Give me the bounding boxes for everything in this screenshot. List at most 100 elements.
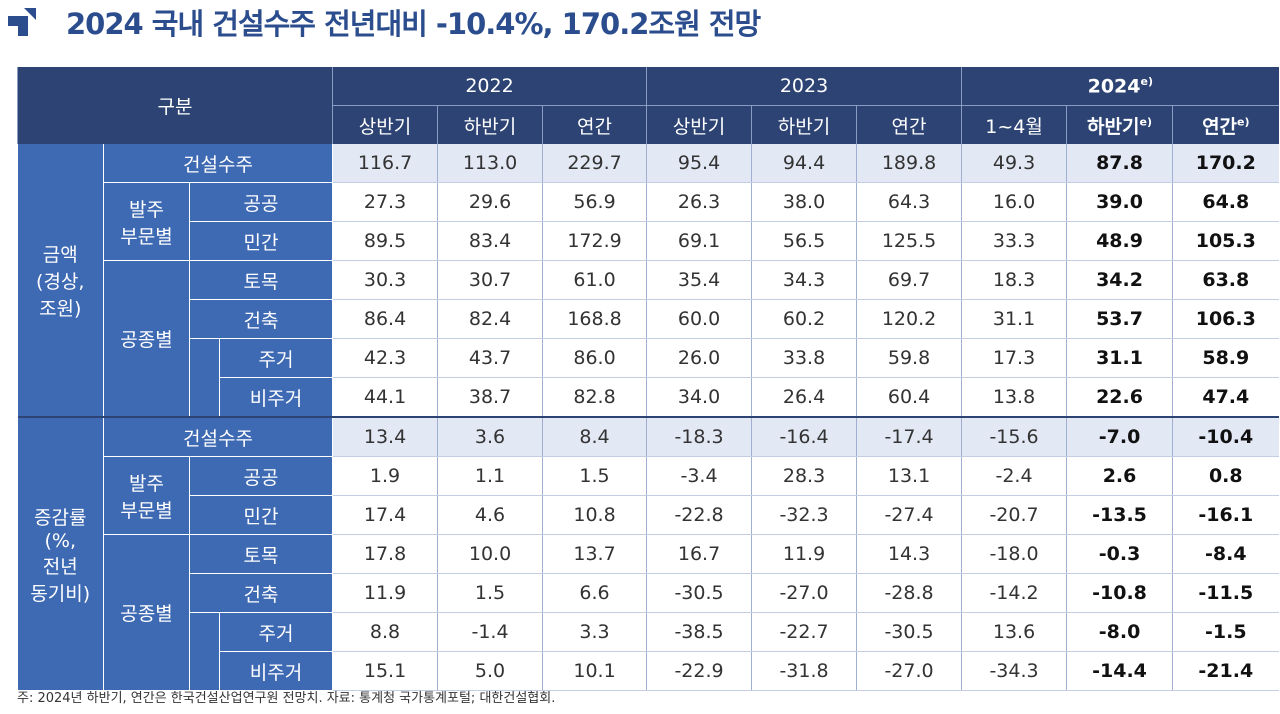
value-cell: 168.8	[542, 299, 647, 339]
value-cell: -16.1	[1172, 495, 1279, 535]
value-cell: 2.6	[1066, 456, 1173, 496]
value-cell: -1.5	[1172, 612, 1279, 652]
value-cell: 8.8	[332, 612, 438, 652]
value-cell: 116.7	[332, 144, 438, 183]
value-cell: -14.4	[1066, 651, 1173, 691]
value-cell: 10.0	[437, 534, 543, 574]
table-row: 민간 89.5 83.4 172.9 69.1 56.5 125.5 33.3 48.9 105.…	[18, 221, 1279, 261]
row-label: 건설수주	[103, 416, 334, 457]
value-cell: 29.6	[437, 182, 543, 222]
value-cell: 60.0	[646, 299, 752, 339]
value-cell: 69.1	[646, 221, 752, 261]
value-cell: 3.6	[437, 416, 543, 457]
value-cell: 38.7	[437, 377, 543, 418]
header-corner: 구분	[16, 67, 333, 144]
value-cell: 16.0	[961, 182, 1067, 222]
header-row-years: 구분 2022 2023 2024e)	[16, 67, 1279, 144]
table-row: 주거 8.8 -1.4 3.3 -38.5 -22.7 -30.5 13.6 -8.0 -1.5	[18, 612, 1279, 691]
value-cell: -27.0	[856, 651, 962, 691]
value-cell: 39.0	[1066, 182, 1173, 222]
value-cell: 10.8	[542, 495, 647, 535]
value-cell: 31.1	[1066, 338, 1173, 378]
header-period: 1~4월	[961, 105, 1067, 144]
value-cell: -30.5	[856, 612, 962, 652]
row-label: 공공	[189, 456, 334, 496]
value-cell: -13.5	[1066, 495, 1173, 535]
value-cell: -18.0	[961, 534, 1067, 574]
value-cell: 48.9	[1066, 221, 1173, 261]
value-cell: 64.3	[856, 182, 962, 222]
value-cell: 0.8	[1172, 456, 1279, 496]
value-cell: 1.5	[437, 573, 543, 613]
group-label: 발주 부문별	[103, 182, 190, 261]
value-cell: 229.7	[542, 144, 647, 183]
header-year: 2024e)	[961, 67, 1279, 106]
row-label: 토목	[189, 260, 334, 300]
page-title: 2024 국내 건설수주 전년대비 -10.4%, 170.2조원 전망	[66, 7, 761, 41]
value-cell: 22.6	[1066, 377, 1173, 418]
value-cell: -8.0	[1066, 612, 1173, 652]
value-cell: 34.3	[751, 260, 857, 300]
value-cell: 38.0	[751, 182, 857, 222]
table-row: 증감률 (%, 전년 동기비) 건설수주 13.4 3.6 8.4 -18.3 -16.4 -17.…	[17, 416, 1279, 691]
value-cell: -27.4	[856, 495, 962, 535]
value-cell: -22.9	[646, 651, 752, 691]
value-cell: -2.4	[961, 456, 1067, 496]
construction-orders-table: 구분 2022 2023 2024e) 상반기 하반기 연간 상반기 하반기 연간 1~4월 하반기e…	[16, 67, 1279, 691]
header-period: 연간	[856, 105, 962, 144]
value-cell: -8.4	[1172, 534, 1279, 574]
value-cell: 34.0	[646, 377, 752, 418]
table-row: 비주거 15.1 5.0 10.1 -22.9 -31.8 -27.0 -34.3 -14.4-…	[18, 651, 1279, 691]
value-cell: -3.4	[646, 456, 752, 496]
value-cell: -21.4	[1172, 651, 1279, 691]
value-cell: -28.8	[856, 573, 962, 613]
value-cell: 17.3	[961, 338, 1067, 378]
value-cell: 1.1	[437, 456, 543, 496]
value-cell: 6.6	[542, 573, 647, 613]
value-cell: 60.4	[856, 377, 962, 418]
value-cell: -11.5	[1172, 573, 1279, 613]
value-cell: 83.4	[437, 221, 543, 261]
value-cell: 17.8	[332, 534, 438, 574]
value-cell: -20.7	[961, 495, 1067, 535]
value-cell: -10.8	[1066, 573, 1173, 613]
value-cell: -0.3	[1066, 534, 1173, 574]
table-row: 발주 부문별 공공 27.3 29.6 56.9 26.3 38.0 64.3 16.0 39.0 6…	[18, 182, 1279, 261]
value-cell: 17.4	[332, 495, 438, 535]
value-cell: -16.4	[751, 416, 857, 457]
indent-spacer	[189, 338, 220, 418]
row-label: 비주거	[219, 651, 334, 691]
value-cell: 43.7	[437, 338, 543, 378]
value-cell: -34.3	[961, 651, 1067, 691]
value-cell: 13.8	[961, 377, 1067, 418]
value-cell: 61.0	[542, 260, 647, 300]
value-cell: 95.4	[646, 144, 752, 183]
value-cell: 26.4	[751, 377, 857, 418]
row-label: 토목	[189, 534, 334, 574]
value-cell: 87.8	[1066, 144, 1173, 183]
value-cell: 18.3	[961, 260, 1067, 300]
value-cell: 120.2	[856, 299, 962, 339]
value-cell: -10.4	[1172, 416, 1279, 457]
value-cell: -22.7	[751, 612, 857, 652]
group-label: 공종별	[103, 534, 190, 691]
value-cell: 94.4	[751, 144, 857, 183]
row-label: 건축	[189, 299, 334, 339]
table-row: 비주거 44.1 38.7 82.8 34.0 26.4 60.4 13.8 22.6 47.4	[18, 377, 1279, 418]
value-cell: 30.3	[332, 260, 438, 300]
value-cell: 56.9	[542, 182, 647, 222]
value-cell: 4.6	[437, 495, 543, 535]
value-cell: 11.9	[751, 534, 857, 574]
value-cell: 82.8	[542, 377, 647, 418]
section-label: 증감률 (%, 전년 동기비)	[17, 416, 104, 691]
value-cell: 172.9	[542, 221, 647, 261]
value-cell: 13.7	[542, 534, 647, 574]
value-cell: 13.4	[332, 416, 438, 457]
value-cell: -1.4	[437, 612, 543, 652]
row-label: 공공	[189, 182, 334, 222]
table-row: 주거 42.3 43.7 86.0 26.0 33.8 59.8 17.3 31.1 58.9	[18, 338, 1279, 418]
value-cell: 34.2	[1066, 260, 1173, 300]
value-cell: 13.1	[856, 456, 962, 496]
value-cell: 10.1	[542, 651, 647, 691]
value-cell: 47.4	[1172, 377, 1279, 418]
